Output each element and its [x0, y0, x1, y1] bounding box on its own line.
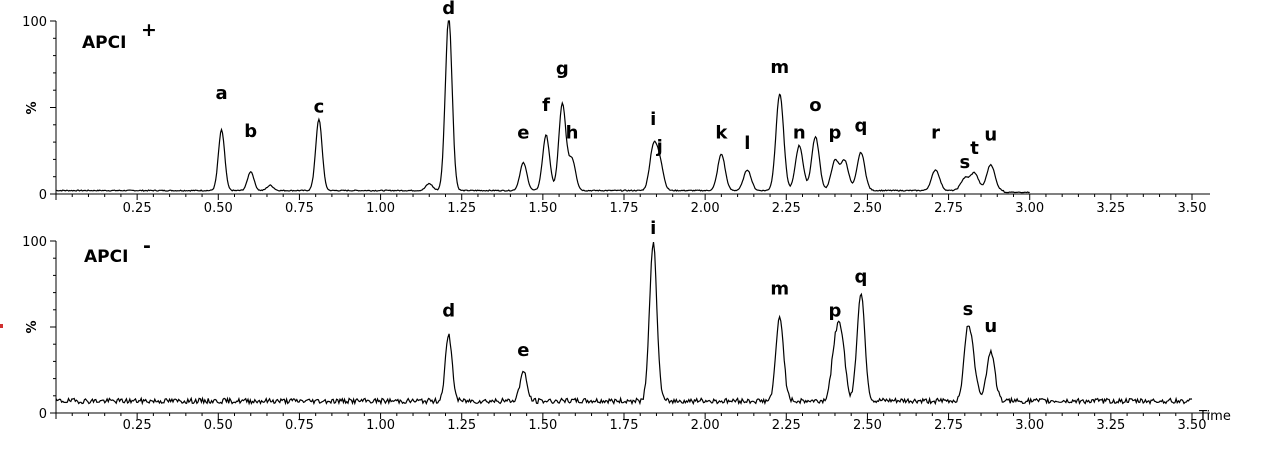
y-tick-label: 0 [39, 407, 47, 422]
x-tick-label: 3.50 [1178, 418, 1207, 433]
peak-label-d: d [442, 0, 455, 19]
peak-label-e: e [517, 123, 529, 144]
peak-label-l: l [744, 133, 750, 154]
peak-label-p: p [829, 123, 842, 144]
peak-label-d: d [442, 301, 455, 322]
y-axis-label-negative: % [25, 320, 40, 333]
x-tick-label: 0.50 [204, 201, 233, 216]
y-tick-label: 100 [22, 15, 47, 30]
panel-title-superscript-positive: + [141, 19, 157, 41]
x-tick-label: 0.25 [123, 418, 152, 433]
x-tick-label: 3.25 [1096, 418, 1125, 433]
peak-label-q: q [854, 266, 867, 287]
x-tick-label: 0.25 [123, 201, 152, 216]
edge-marker [0, 324, 3, 328]
peak-label-p: p [829, 301, 842, 322]
peak-label-r: r [931, 123, 940, 144]
peak-label-k: k [715, 123, 728, 144]
x-tick-label: 3.00 [1015, 201, 1044, 216]
y-tick-label: 0 [39, 188, 47, 203]
x-tick-label: 2.50 [853, 418, 882, 433]
peak-label-i: i [650, 109, 656, 130]
peak-label-g: g [556, 59, 569, 80]
peak-label-q: q [854, 116, 867, 137]
x-tick-label: 1.75 [610, 201, 639, 216]
x-tick-label: 0.75 [285, 418, 314, 433]
peak-label-s: s [963, 299, 974, 320]
y-axis-label-positive: % [25, 101, 40, 114]
x-tick-label: 1.25 [447, 418, 476, 433]
chromatogram-trace [55, 242, 1193, 406]
peak-label-a: a [215, 83, 227, 104]
peak-label-m: m [770, 57, 789, 78]
x-tick-label: 1.50 [528, 418, 557, 433]
peak-label-u: u [984, 316, 997, 337]
x-tick-label: 1.75 [610, 418, 639, 433]
x-tick-label: 2.25 [772, 201, 801, 216]
x-tick-label: 2.75 [934, 418, 963, 433]
peak-label-c: c [314, 97, 325, 118]
x-tick-label: 3.00 [1015, 418, 1044, 433]
x-tick-label: 2.00 [691, 201, 720, 216]
x-tick-label: 1.50 [528, 201, 557, 216]
peak-label-e: e [517, 340, 529, 361]
peak-label-j: j [656, 136, 663, 157]
panel-title-negative: APCI [84, 247, 128, 267]
x-tick-label: 1.00 [366, 201, 395, 216]
panel-title-positive: APCI [82, 33, 126, 53]
peak-label-m: m [770, 278, 789, 299]
peak-label-u: u [984, 124, 997, 145]
peak-label-i: i [650, 218, 656, 239]
chromatogram-trace [56, 20, 1030, 194]
peak-label-o: o [809, 95, 821, 116]
peak-label-s: s [959, 152, 970, 173]
x-tick-label: 2.75 [934, 201, 963, 216]
panel-title-superscript-negative: - [143, 235, 151, 257]
chromatogram-apci-positive: APCI + % 0 100 0.25 0.50 0.75 1.00 1.25 1.50 1.7… [22, 0, 1210, 216]
peak-label-b: b [244, 121, 257, 142]
x-tick-label: 0.50 [204, 418, 233, 433]
x-tick-label: 2.00 [691, 418, 720, 433]
x-tick-label: 1.00 [366, 418, 395, 433]
peak-label-t: t [970, 138, 979, 159]
x-tick-label: 0.75 [285, 201, 314, 216]
x-tick-label: 3.25 [1096, 201, 1125, 216]
peak-label-f: f [542, 95, 550, 116]
peak-label-n: n [793, 123, 806, 144]
x-tick-label: 3.50 [1178, 201, 1207, 216]
y-tick-label: 100 [22, 235, 47, 250]
peak-label-h: h [566, 123, 579, 144]
x-tick-label: 2.25 [772, 418, 801, 433]
x-tick-label: 2.50 [853, 201, 882, 216]
x-tick-label: 1.25 [447, 201, 476, 216]
